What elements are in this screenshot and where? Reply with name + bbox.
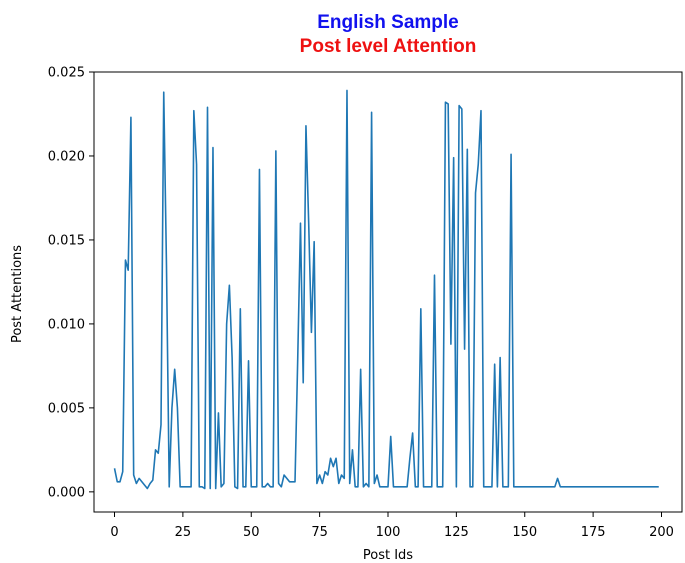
y-tick-label: 0.000 — [48, 485, 85, 500]
x-tick-label: 150 — [512, 525, 537, 540]
x-axis-label: Post Ids — [363, 548, 413, 563]
x-axis: 0 25 50 75 100 125 150 175 200 — [110, 512, 674, 540]
axes-frame — [93, 71, 683, 513]
x-tick-label: 25 — [175, 525, 192, 540]
y-tick-label: 0.015 — [48, 233, 85, 248]
y-axis: 0.000 0.005 0.010 0.015 0.020 0.025 — [48, 66, 94, 500]
x-tick-label: 100 — [376, 525, 401, 540]
x-tick-label: 0 — [110, 525, 118, 540]
y-tick-label: 0.005 — [48, 401, 85, 416]
y-tick-label: 0.020 — [48, 149, 85, 164]
x-tick-label: 50 — [243, 525, 260, 540]
x-tick-label: 75 — [311, 525, 328, 540]
chart-title: English Sample — [317, 12, 458, 33]
y-tick-label: 0.010 — [48, 317, 85, 332]
x-tick-label: 175 — [581, 525, 606, 540]
y-tick-label: 0.025 — [48, 66, 85, 81]
x-tick-label: 200 — [649, 525, 674, 540]
x-tick-label: 125 — [444, 525, 469, 540]
series-line — [113, 89, 659, 490]
chart-subtitle: Post level Attention — [300, 36, 477, 57]
y-axis-label: Post Attentions — [10, 245, 25, 343]
plot-area — [113, 89, 659, 490]
